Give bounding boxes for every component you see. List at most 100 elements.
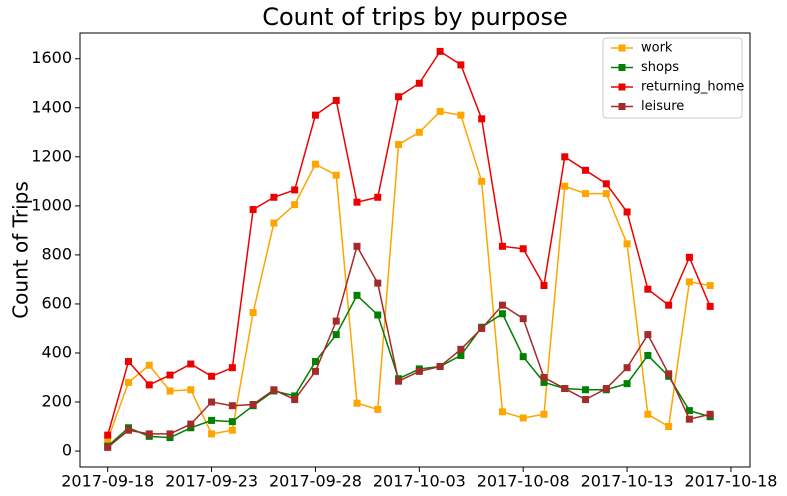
marker: [166, 371, 174, 379]
marker: [519, 245, 527, 253]
marker: [665, 301, 673, 309]
x-tick-label: 2017-10-03: [373, 472, 466, 491]
marker: [249, 400, 257, 408]
y-tick-label: 0: [62, 441, 72, 460]
marker: [582, 386, 590, 394]
marker: [665, 370, 673, 378]
marker: [623, 380, 631, 388]
marker: [519, 414, 527, 422]
marker: [457, 61, 465, 69]
marker: [332, 171, 340, 179]
legend-label: leisure: [641, 99, 684, 114]
marker: [540, 378, 548, 386]
marker: [478, 115, 486, 123]
marker: [145, 430, 153, 438]
line: [106, 110, 711, 441]
marker: [353, 399, 361, 407]
marker: [353, 242, 361, 250]
marker: [519, 315, 527, 323]
marker: [644, 351, 652, 359]
marker: [561, 182, 569, 190]
marker: [228, 402, 236, 410]
marker: [498, 408, 506, 416]
marker: [166, 387, 174, 395]
marker: [353, 291, 361, 299]
marker: [270, 219, 278, 227]
marker: [498, 301, 506, 309]
marker: [249, 309, 257, 317]
marker: [457, 351, 465, 359]
marker: [187, 360, 195, 368]
marker: [685, 415, 693, 423]
marker: [602, 190, 610, 198]
marker: [395, 93, 403, 101]
y-tick-label: 400: [41, 342, 72, 361]
marker: [395, 141, 403, 149]
marker: [685, 278, 693, 286]
marker: [519, 353, 527, 361]
marker: [374, 311, 382, 319]
marker: [187, 420, 195, 428]
marker: [644, 331, 652, 339]
marker: [332, 331, 340, 339]
marker: [374, 193, 382, 201]
x-tick-label: 2017-09-18: [61, 472, 154, 491]
marker: [311, 367, 319, 375]
marker: [187, 386, 195, 394]
marker: [187, 424, 195, 432]
marker: [561, 385, 569, 393]
y-tick-label: 1600: [31, 48, 72, 67]
legend-marker: [618, 103, 626, 110]
legend-label: work: [641, 41, 673, 56]
marker: [145, 361, 153, 369]
marker: [582, 190, 590, 198]
marker: [706, 410, 714, 418]
marker: [228, 364, 236, 372]
marker: [208, 398, 216, 406]
marker: [685, 407, 693, 415]
x-tick-label: 2017-09-28: [269, 472, 362, 491]
marker: [228, 418, 236, 426]
x-tick-label: 2017-09-23: [165, 472, 258, 491]
marker: [540, 410, 548, 418]
marker: [166, 434, 174, 442]
marker: [104, 443, 112, 451]
y-tick-label: 800: [41, 244, 72, 263]
marker: [706, 282, 714, 290]
marker: [457, 345, 465, 353]
y-tick-label: 1000: [31, 195, 72, 214]
marker: [228, 426, 236, 434]
marker: [311, 111, 319, 119]
marker: [457, 111, 465, 119]
marker: [291, 396, 299, 404]
marker: [291, 392, 299, 400]
marker: [540, 282, 548, 290]
plot-frame: [79, 32, 751, 468]
marker: [415, 79, 423, 87]
marker: [270, 386, 278, 394]
marker: [332, 317, 340, 325]
marker: [395, 377, 403, 385]
marker: [685, 253, 693, 261]
marker: [436, 107, 444, 115]
marker: [602, 385, 610, 393]
marker: [208, 430, 216, 438]
marker: [104, 431, 112, 439]
marker: [311, 160, 319, 168]
marker: [208, 372, 216, 380]
y-axis-label: Count of Trips: [9, 181, 33, 319]
marker: [436, 362, 444, 370]
y-tick-label: 600: [41, 293, 72, 312]
marker: [665, 423, 673, 431]
marker: [623, 208, 631, 216]
marker: [498, 310, 506, 318]
x-tick-label: 2017-10-08: [477, 472, 570, 491]
marker: [374, 405, 382, 413]
x-tick-label: 2017-10-18: [684, 472, 777, 491]
legend-label: returning_home: [641, 80, 744, 95]
marker: [104, 436, 112, 444]
series: [104, 47, 714, 439]
series: [104, 242, 714, 451]
marker: [623, 364, 631, 372]
